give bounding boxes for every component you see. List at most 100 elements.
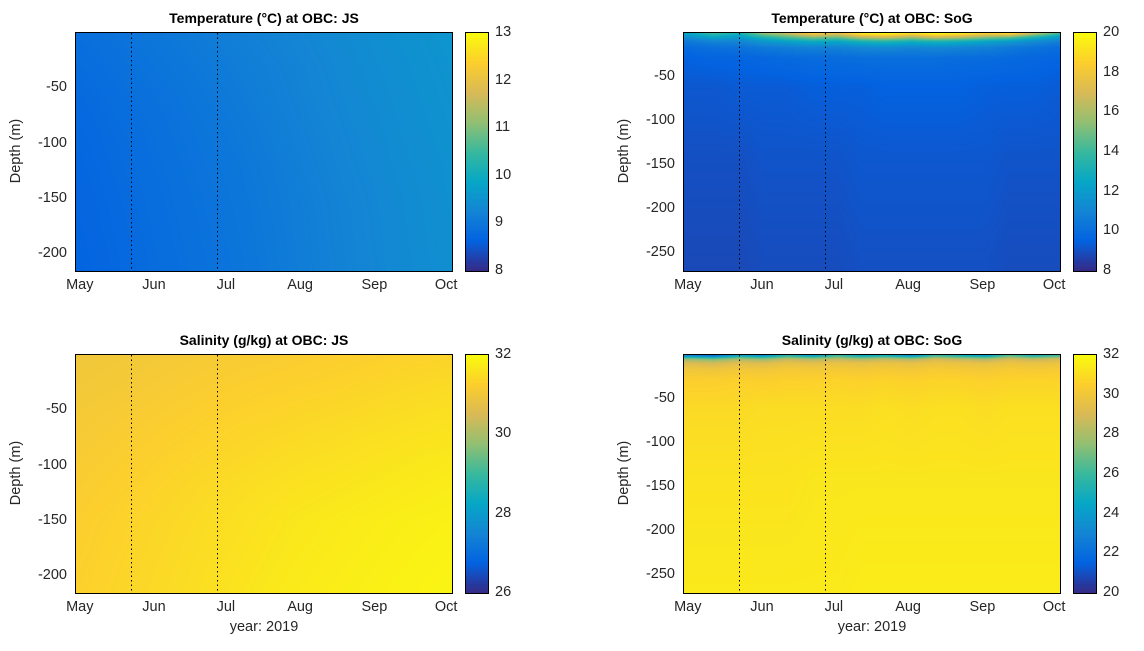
y-axis-ticks: -50 -100 -150 -200 -250: [608, 32, 675, 270]
heatmap-plot-area: [683, 32, 1061, 272]
colorbar-canvas: [1074, 355, 1096, 593]
heatmap-canvas: [76, 33, 452, 271]
colorbar: [465, 354, 489, 594]
y-tick-label: -50: [654, 390, 675, 407]
x-tick-label: Jun: [142, 599, 166, 615]
colorbar-canvas: [466, 33, 488, 271]
colorbar-tick-label: 18: [1103, 63, 1120, 80]
y-tick-label: -50: [654, 68, 675, 85]
dotted-marker-line: [825, 33, 827, 271]
x-tick-label: Oct: [1042, 599, 1066, 615]
x-tick-label: Jul: [824, 599, 844, 615]
subplot-temperature-js: Temperature (°C) at OBC: JS Depth (m) -5…: [0, 2, 520, 324]
x-tick-label: Jul: [216, 277, 236, 293]
subplot-salinity-sog: Salinity (g/kg) at OBC: SoG Depth (m) -5…: [608, 324, 1128, 646]
heatmap-plot-area: [75, 32, 453, 272]
plot-title: Temperature (°C) at OBC: SoG: [771, 10, 973, 26]
heatmap-plot-area: [683, 354, 1061, 594]
x-tick-label: Aug: [895, 277, 921, 293]
colorbar-tick-label: 8: [1103, 262, 1112, 278]
colorbar-tick-label: 14: [1103, 143, 1120, 159]
dotted-marker-line: [739, 33, 741, 271]
y-tick-label: -150: [645, 478, 675, 495]
colorbar-tick-label: 13: [495, 24, 512, 40]
y-tick-label: -150: [37, 512, 67, 528]
y-axis-ticks: -50 -100 -150 -200: [0, 32, 67, 270]
y-axis-ticks: -50 -100 -150 -200: [0, 354, 67, 592]
x-tick-label: Aug: [895, 599, 921, 615]
dotted-marker-line: [217, 33, 219, 271]
x-tick-label: Jun: [750, 277, 774, 293]
x-tick-label: Oct: [1042, 277, 1066, 293]
plot-title: Salinity (g/kg) at OBC: SoG: [781, 332, 963, 348]
x-tick-label: May: [66, 599, 94, 615]
y-tick-label: -150: [37, 190, 67, 206]
colorbar-tick-label: 10: [1103, 222, 1120, 239]
x-axis-ticks: May Jun Jul Aug Sep Oct: [66, 596, 457, 616]
colorbar-tick-label: 10: [495, 166, 512, 183]
y-tick-label: -50: [46, 401, 67, 418]
y-tick-label: -100: [645, 112, 675, 129]
colorbar: [1073, 32, 1097, 272]
y-tick-label: -250: [645, 566, 675, 583]
x-tick-label: Jun: [750, 599, 774, 615]
x-tick-label: Sep: [969, 599, 996, 615]
x-tick-label: May: [674, 599, 702, 615]
x-tick-label: Sep: [361, 277, 388, 293]
x-axis-label: year: 2019: [837, 619, 907, 635]
x-axis-ticks: May Jun Jul Aug Sep Oct: [674, 274, 1065, 294]
colorbar-tick-label: 12: [1103, 182, 1120, 199]
x-tick-label: Sep: [969, 277, 996, 293]
x-tick-label: Oct: [434, 599, 458, 615]
x-tick-label: Oct: [434, 277, 458, 293]
dotted-marker-line: [217, 355, 219, 593]
dotted-marker-line: [825, 355, 827, 593]
colorbar: [1073, 354, 1097, 594]
x-tick-label: May: [674, 277, 702, 293]
colorbar-ticks: 20 22 24 26 28 30 32: [1103, 346, 1144, 600]
colorbar-ticks: 8 9 10 11 12 13: [495, 24, 537, 278]
colorbar-tick-label: 28: [495, 504, 512, 521]
x-axis-ticks: May Jun Jul Aug Sep Oct: [66, 274, 457, 294]
dotted-marker-line: [131, 33, 133, 271]
y-tick-label: -50: [46, 79, 67, 96]
x-tick-label: May: [66, 277, 94, 293]
y-tick-label: -200: [645, 200, 675, 217]
y-tick-label: -250: [645, 244, 675, 261]
x-axis-ticks: May Jun Jul Aug Sep Oct: [674, 596, 1065, 616]
colorbar-ticks: 26 28 30 32: [495, 346, 537, 600]
colorbar-canvas: [466, 355, 488, 593]
colorbar-tick-label: 28: [1103, 425, 1120, 442]
heatmap-plot-area: [75, 354, 453, 594]
y-tick-label: -200: [37, 245, 67, 262]
heatmap-canvas: [76, 355, 452, 593]
y-tick-label: -100: [37, 134, 67, 151]
y-tick-label: -100: [645, 434, 675, 451]
colorbar-tick-label: 30: [495, 425, 512, 442]
subplot-temperature-sog: Temperature (°C) at OBC: SoG Depth (m) -…: [608, 2, 1128, 324]
y-tick-label: -200: [645, 522, 675, 539]
colorbar-tick-label: 32: [495, 346, 512, 362]
x-tick-label: Aug: [287, 599, 313, 615]
colorbar-tick-label: 16: [1103, 103, 1120, 120]
heatmap-canvas: [684, 33, 1060, 271]
y-tick-label: -100: [37, 456, 67, 473]
plot-title: Temperature (°C) at OBC: JS: [169, 10, 359, 26]
plot-title: Salinity (g/kg) at OBC: JS: [179, 332, 349, 348]
x-tick-label: Jun: [142, 277, 166, 293]
colorbar-tick-label: 30: [1103, 385, 1120, 402]
colorbar-ticks: 8 10 12 14 16 18 20: [1103, 24, 1144, 278]
colorbar-canvas: [1074, 33, 1096, 271]
subplot-salinity-js: Salinity (g/kg) at OBC: JS Depth (m) -50…: [0, 324, 520, 646]
colorbar-tick-label: 8: [495, 262, 504, 278]
y-axis-ticks: -50 -100 -150 -200 -250: [608, 354, 675, 592]
colorbar-tick-label: 11: [495, 119, 511, 136]
colorbar-tick-label: 24: [1103, 504, 1120, 521]
x-tick-label: Aug: [287, 277, 313, 293]
colorbar-tick-label: 20: [1103, 584, 1120, 600]
colorbar-tick-label: 26: [1103, 465, 1120, 481]
colorbar-tick-label: 32: [1103, 346, 1120, 362]
y-tick-label: -200: [37, 567, 67, 584]
